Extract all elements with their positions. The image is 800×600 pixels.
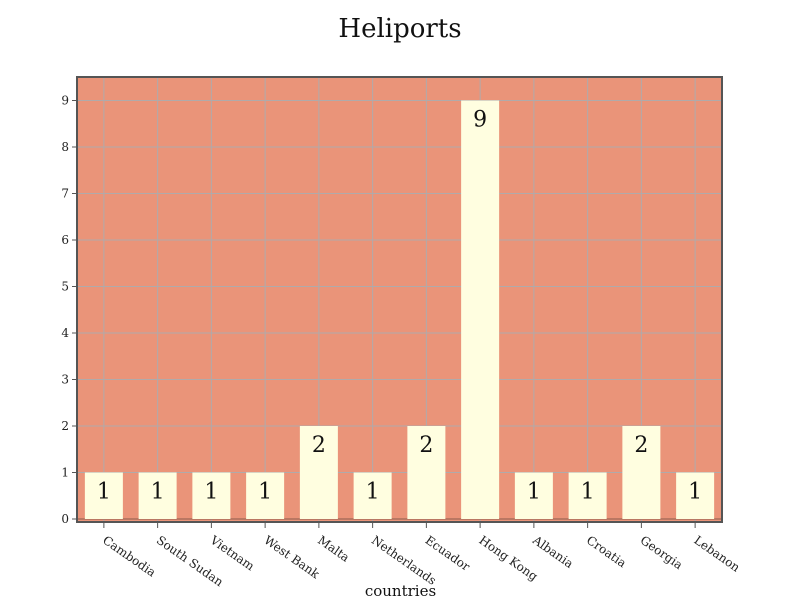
x-tick-label: Croatia [584,533,629,570]
x-tick-label: Cambodia [100,533,158,580]
x-tick-label: Hong Kong [476,533,540,584]
bar [622,426,661,519]
y-tick-label: 8 [61,140,69,154]
x-axis-label: countries [365,582,436,600]
x-tick-label: Albania [529,532,576,570]
y-tick-label: 4 [61,326,69,340]
bar-value-label: 1 [97,480,111,505]
y-tick-label: 5 [61,280,69,294]
bar [568,472,607,519]
bar [138,472,177,519]
bar-value-label: 1 [688,480,702,505]
bar-value-label: 1 [258,480,272,505]
bar [299,426,338,519]
bar-value-label: 1 [204,480,218,505]
x-tick-label: Malta [315,533,352,565]
plot-frame [76,76,723,523]
chart-title: Heliports [338,14,462,44]
bar-value-label: 2 [419,433,433,458]
bar [353,472,392,519]
y-tick-label: 7 [61,187,69,201]
bar [407,426,446,519]
x-tick-label: Vietnam [207,532,258,573]
bar [514,472,553,519]
bar [192,472,231,519]
bar-value-label: 1 [366,480,380,505]
y-tick-label: 6 [61,233,69,247]
bar [246,472,285,519]
x-tick-label: Lebanon [691,533,742,575]
x-tick-label: West Bank [261,533,322,582]
plot-area [77,77,722,522]
data-labels: 1 1 1 1 2 1 2 9 1 1 2 1 [97,108,702,505]
bar-value-label: 2 [312,433,326,458]
x-tick-label: Ecuador [423,533,473,574]
y-tick-label: 9 [61,94,69,108]
bar [461,100,500,519]
bar-value-label: 1 [581,480,595,505]
y-tick-label: 3 [61,373,69,387]
y-tick-label: 0 [61,512,69,526]
bar [84,472,123,519]
bars [84,100,715,519]
bar-value-label: 9 [473,108,487,133]
bar-value-label: 1 [527,480,541,505]
y-tick-label: 1 [61,466,69,480]
y-axis: 0 1 2 3 4 5 6 7 8 9 [61,94,77,526]
x-tick-label: Georgia [638,533,686,572]
y-tick-label: 2 [61,419,69,433]
bar-value-label: 2 [634,433,648,458]
bar [676,472,715,519]
bar-value-label: 1 [151,480,165,505]
